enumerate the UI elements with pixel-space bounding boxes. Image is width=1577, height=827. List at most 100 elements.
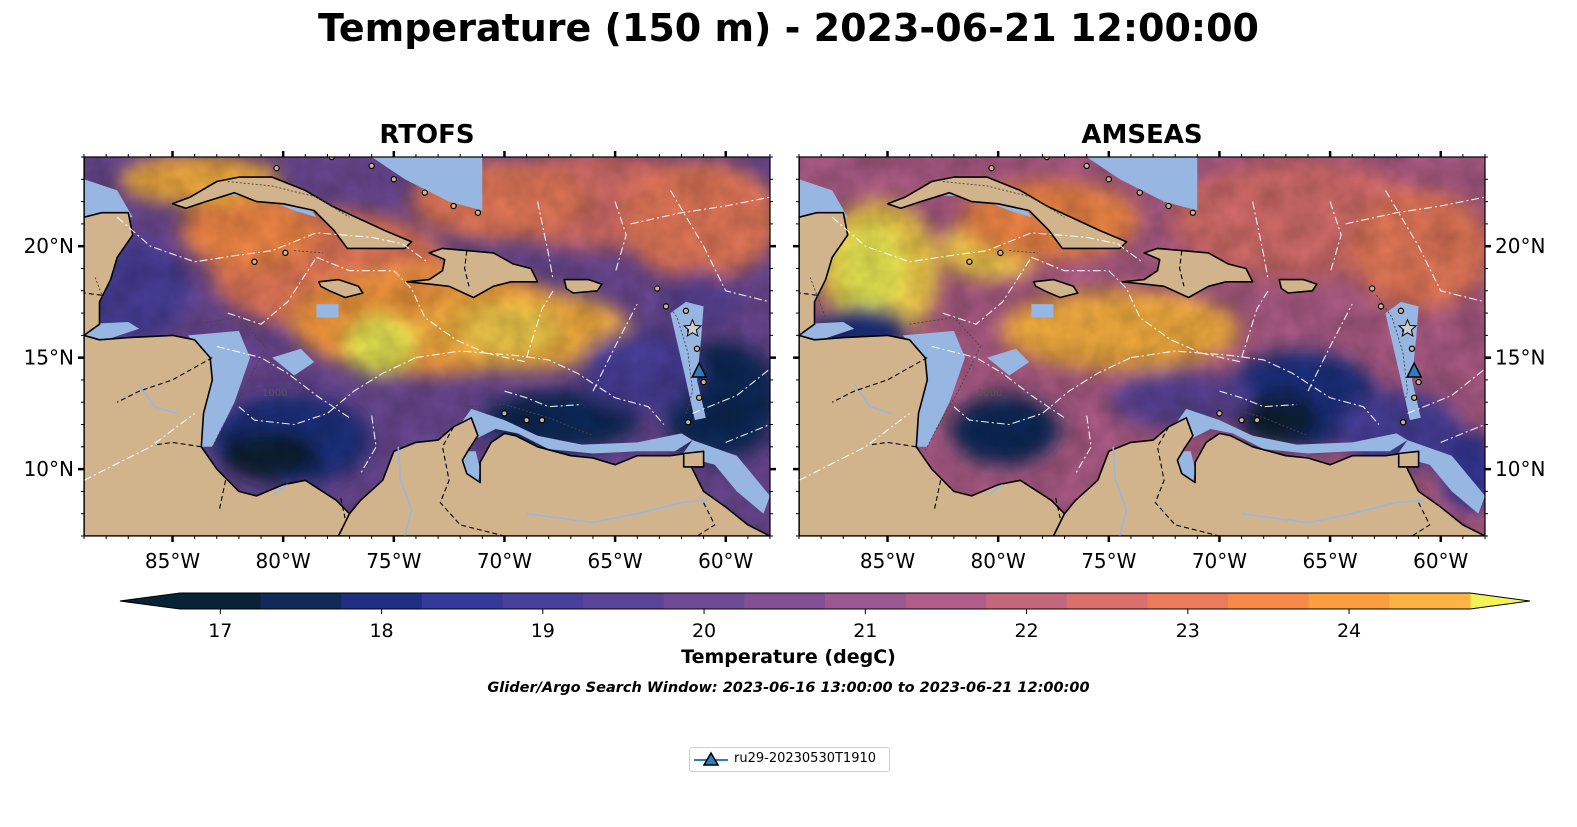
lon-tick-label: 75°W <box>1081 549 1136 573</box>
island <box>450 202 457 210</box>
colorbar-segment <box>1308 593 1390 609</box>
colorbar-segment <box>744 593 826 609</box>
shelf-water <box>987 348 1030 376</box>
lon-tick-label: 75°W <box>366 549 421 573</box>
lon-tick-label: 70°W <box>1192 549 1247 573</box>
colorbar: 17 18 19 20 21 22 23 24 <box>119 592 1531 642</box>
island <box>273 164 280 172</box>
eez-boundary <box>316 256 527 363</box>
panel-title-rtofs: RTOFS <box>379 120 475 150</box>
eez-boundary <box>238 357 417 426</box>
lat-tick-label: 10°N <box>1495 457 1545 481</box>
colorbar-tick-label: 20 <box>692 620 716 642</box>
shelf-water <box>272 348 315 376</box>
shelf-water <box>272 157 483 211</box>
colorbar-segment <box>180 593 262 609</box>
river <box>138 383 178 415</box>
isobath-contour <box>1009 250 1039 254</box>
eez-boundary <box>415 350 665 425</box>
country-border <box>696 502 716 536</box>
country-border <box>156 441 202 448</box>
river <box>271 484 289 497</box>
country-border <box>439 426 560 536</box>
isobath-contour <box>466 404 594 437</box>
glider-triangle-icon <box>690 361 708 378</box>
lat-tick-label: 15°N <box>24 346 74 370</box>
lat-tick-label: 20°N <box>1495 234 1545 258</box>
island <box>1165 202 1172 210</box>
eez-boundary <box>831 216 1143 263</box>
country-border <box>871 441 917 448</box>
land-cuba <box>886 176 1128 250</box>
eez-boundary <box>1345 196 1485 225</box>
eez-boundary <box>942 257 1032 325</box>
river <box>853 383 893 415</box>
eez-boundary <box>1252 201 1269 280</box>
eez-boundary <box>725 423 770 443</box>
lon-tick-label: 60°W <box>698 549 753 573</box>
shelf-water <box>799 322 855 340</box>
island <box>1410 394 1418 401</box>
isobath-label: 1000 <box>262 388 287 399</box>
colorbar-segment <box>1228 593 1310 609</box>
eez-boundary <box>953 357 1132 426</box>
land-florida <box>219 124 283 146</box>
lat-tick-label: 20°N <box>24 234 74 258</box>
island <box>251 258 258 265</box>
land-yucatan <box>799 157 849 337</box>
eez-boundary <box>116 216 428 263</box>
colorbar-tick-label: 19 <box>531 620 555 642</box>
colorbar-label: Temperature (degC) <box>681 646 896 668</box>
colorbar-segment <box>1147 593 1229 609</box>
eez-boundary <box>227 257 317 325</box>
land-florida <box>934 124 998 146</box>
lon-tick-label: 70°W <box>477 549 532 573</box>
colorbar-segment <box>502 593 584 609</box>
colorbar-segment <box>825 593 907 609</box>
eez-boundary <box>537 201 554 280</box>
colorbar-tick-label: 17 <box>208 620 232 642</box>
eez-boundary <box>614 201 627 274</box>
lat-tick-label: 10°N <box>24 457 74 481</box>
land-south-america <box>337 416 770 536</box>
colorbar-tick-label: 21 <box>853 620 877 642</box>
isobath-contour <box>909 317 982 452</box>
island <box>1043 157 1051 161</box>
shelf-water <box>460 408 693 454</box>
island <box>966 258 973 265</box>
island <box>1083 162 1090 170</box>
isobath-label: 1000 <box>977 388 1002 399</box>
country-border <box>933 480 942 512</box>
island <box>662 303 670 310</box>
land-puerto-rico <box>563 278 603 294</box>
colorbar-segment <box>583 593 665 609</box>
colorbar-tick-label: 23 <box>1176 620 1200 642</box>
river <box>986 484 1004 497</box>
island <box>421 189 428 196</box>
eez-boundary <box>692 368 770 414</box>
country-border <box>340 497 346 519</box>
eez-boundary <box>504 390 582 408</box>
eez-boundary <box>216 345 350 419</box>
shelf-water <box>84 322 140 340</box>
island <box>988 164 995 172</box>
land-cuba <box>171 176 413 250</box>
land-trinidad <box>1397 450 1420 468</box>
star-marker-icon <box>682 318 703 337</box>
island <box>1397 307 1405 315</box>
island <box>328 157 336 161</box>
land-hispaniola <box>406 247 539 299</box>
search-window-note: Glider/Argo Search Window: 2023-06-16 13… <box>487 680 1090 696</box>
country-border <box>1179 250 1185 287</box>
star-marker-icon <box>1397 318 1418 337</box>
lon-tick-label: 85°W <box>860 549 915 573</box>
island <box>1377 303 1385 310</box>
island <box>1399 419 1407 426</box>
figure-title: Temperature (150 m) - 2023-06-21 12:00:0… <box>317 6 1259 50</box>
country-border <box>464 250 470 287</box>
island <box>538 416 546 424</box>
isobath-contour <box>227 181 350 218</box>
island <box>682 307 690 315</box>
island <box>390 176 398 183</box>
